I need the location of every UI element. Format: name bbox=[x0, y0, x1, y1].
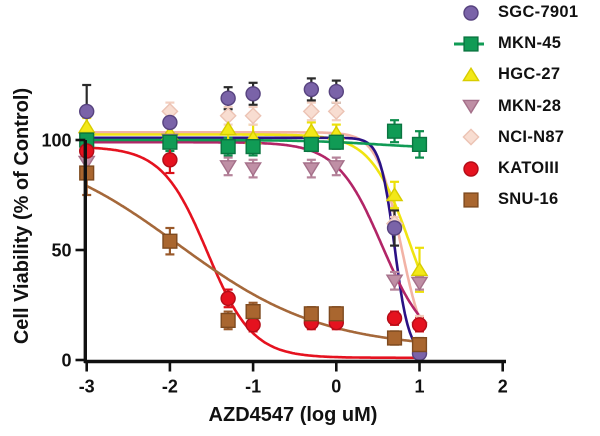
y-axis-title: Cell Viability (% of Control) bbox=[11, 88, 33, 344]
x-tick-label-1: 1 bbox=[414, 377, 424, 397]
nci-n87-marker-glyph bbox=[462, 128, 480, 146]
legend-row-sgc-7901: SGC-7901 bbox=[440, 0, 598, 28]
y-tick-label-0: 0 bbox=[61, 351, 71, 371]
y-tick-label-100: 100 bbox=[41, 131, 71, 151]
legend-row-hgc-27: HGC-27 bbox=[440, 59, 598, 90]
snu-16-marker-glyph bbox=[463, 192, 479, 208]
mkn-45-marker-glyph bbox=[454, 36, 488, 52]
legend-label-snu-16: SNU-16 bbox=[498, 190, 559, 209]
legend-row-snu-16: SNU-16 bbox=[440, 184, 598, 215]
mkn-45-marker-icon bbox=[440, 33, 488, 55]
x-tick-label-2: 2 bbox=[498, 377, 508, 397]
legend-label-mkn-45: MKN-45 bbox=[498, 34, 562, 53]
hgc-27-marker-glyph bbox=[462, 66, 480, 82]
x-axis-title: AZD4547 (log uM) bbox=[209, 404, 378, 426]
hgc-27-marker-icon bbox=[440, 64, 484, 86]
legend-row-katoiii: KATOIII bbox=[440, 153, 598, 184]
legend-label-katoiii: KATOIII bbox=[498, 159, 560, 178]
legend-label-mkn-28: MKN-28 bbox=[498, 96, 562, 115]
y-tick-label-50: 50 bbox=[51, 241, 71, 261]
nci-n87-marker-icon bbox=[440, 126, 484, 148]
snu-16-marker-icon bbox=[440, 189, 484, 211]
katoiii-marker-icon bbox=[440, 158, 484, 180]
sgc-7901-marker-glyph bbox=[463, 4, 479, 21]
legend-label-sgc-7901: SGC-7901 bbox=[498, 3, 579, 22]
katoiii-marker-glyph bbox=[463, 160, 479, 177]
fit-curve-snu-16 bbox=[85, 184, 425, 344]
legend-row-mkn-45: MKN-45 bbox=[440, 28, 598, 59]
mkn-28-marker-glyph bbox=[462, 99, 480, 115]
x-tick-label--3: -3 bbox=[79, 377, 95, 397]
series-points-katoiii bbox=[78, 143, 428, 333]
x-tick-label-0: 0 bbox=[331, 377, 341, 397]
legend-label-hgc-27: HGC-27 bbox=[498, 65, 561, 84]
legend-row-mkn-28: MKN-28 bbox=[440, 91, 598, 122]
error-bars-mkn-28 bbox=[82, 132, 424, 291]
fit-curve-katoiii bbox=[85, 146, 425, 360]
legend-row-nci-n87: NCI-N87 bbox=[440, 122, 598, 153]
x-tick-label--2: -2 bbox=[162, 377, 178, 397]
x-tick-label--1: -1 bbox=[245, 377, 261, 397]
legend-label-nci-n87: NCI-N87 bbox=[498, 127, 565, 146]
series-points-mkn-28 bbox=[77, 133, 429, 292]
series-points-snu-16 bbox=[79, 165, 428, 353]
axes-layer: -3 -2 -1 0 1 2 0 50 100 bbox=[41, 131, 507, 397]
mkn-28-marker-icon bbox=[440, 95, 484, 117]
legend: SGC-7901 MKN-45 HGC-27 MKN-28 NCI-N87 KA… bbox=[440, 0, 598, 215]
sgc-7901-marker-icon bbox=[440, 2, 484, 24]
fit-curve-nci-n87 bbox=[85, 131, 425, 331]
data-points-layer bbox=[77, 81, 429, 362]
